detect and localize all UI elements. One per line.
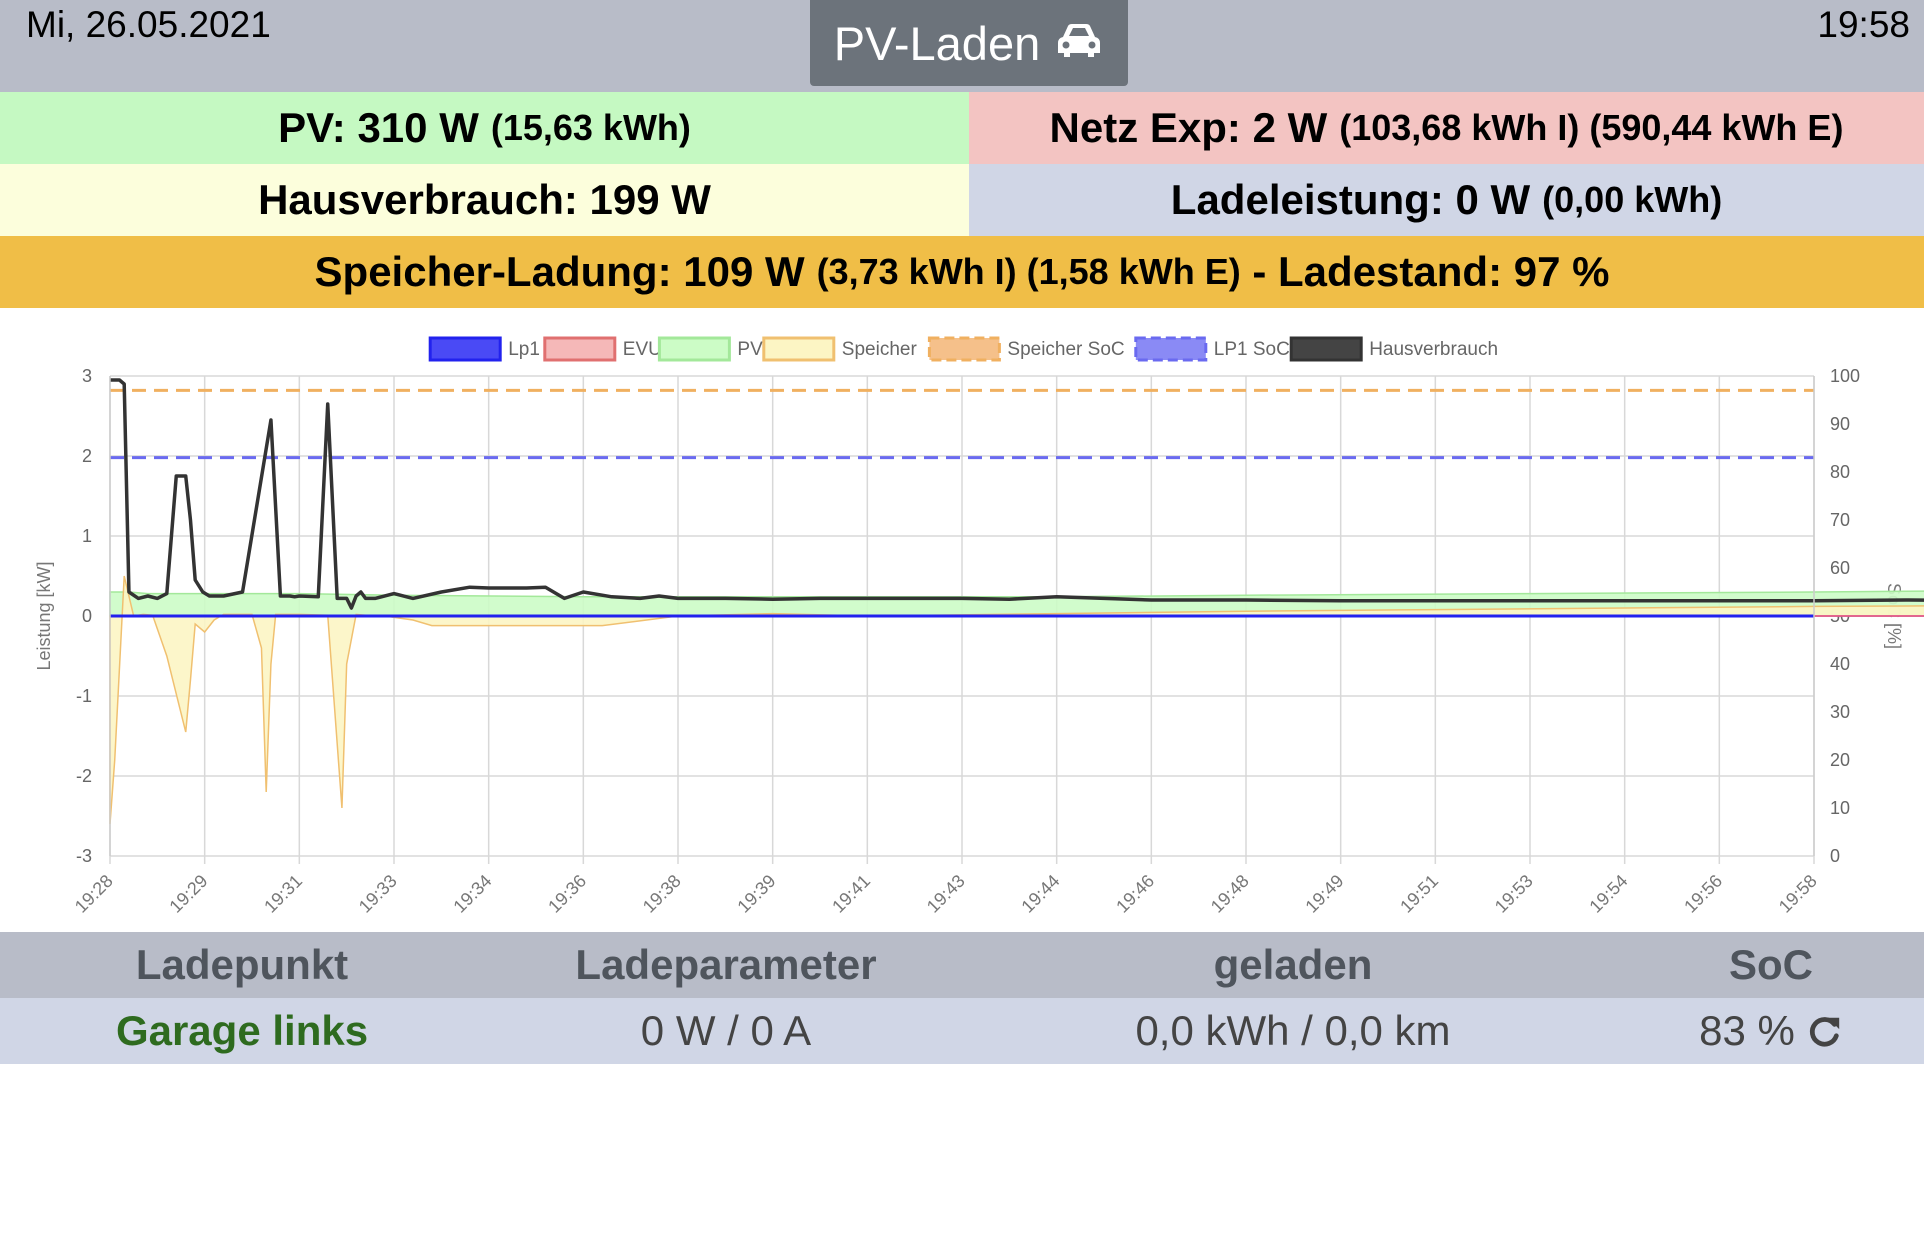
battery-status: Speicher-Ladung: 109 W (3,73 kWh I) (1,5… xyxy=(0,236,1924,308)
charge-point-name[interactable]: Garage links xyxy=(115,1007,369,1054)
x-tick-label: 19:46 xyxy=(1112,871,1158,917)
y-tick-right: 90 xyxy=(1830,414,1850,434)
pv-value: PV: 310 W xyxy=(278,104,479,151)
battery-power-value: Speicher-Ladung: 109 W xyxy=(314,248,805,295)
x-tick-label: 19:56 xyxy=(1680,871,1726,917)
charging-power-value: Ladeleistung: 0 W xyxy=(1170,176,1531,223)
x-tick-label: 19:39 xyxy=(734,871,780,917)
battery-soc-value: - Ladestand: 97 % xyxy=(1240,248,1610,295)
header-geladen: geladen xyxy=(1213,941,1373,988)
x-tick-label: 19:41 xyxy=(828,871,874,917)
legend-label: PV xyxy=(737,339,763,360)
y-tick-right: 80 xyxy=(1830,462,1850,482)
x-tick-label: 19:31 xyxy=(260,871,306,917)
legend-label: Lp1 xyxy=(508,339,540,360)
y-tick-right: 10 xyxy=(1830,798,1850,818)
x-tick-label: 19:29 xyxy=(166,871,212,917)
y-tick-right: 40 xyxy=(1830,654,1850,674)
legend-label: LP1 SoC xyxy=(1214,339,1290,360)
charge-mode-button[interactable]: PV-Laden xyxy=(810,0,1128,86)
charging-energy: (0,00 kWh) xyxy=(1542,179,1723,220)
grid-status: Netz Exp: 2 W (103,68 kWh I) (590,44 kWh… xyxy=(969,92,1924,164)
legend-swatch xyxy=(543,336,617,362)
y-tick-right: 30 xyxy=(1830,702,1850,722)
power-chart: 3210-1-2-3100908070605040302010019:2819:… xyxy=(0,326,1924,930)
x-tick-label: 19:58 xyxy=(1775,871,1821,917)
y-tick-left: 0 xyxy=(82,606,92,626)
x-tick-label: 19:54 xyxy=(1586,871,1632,917)
x-tick-label: 19:33 xyxy=(355,871,401,917)
x-tick-label: 19:51 xyxy=(1396,871,1442,917)
pv-energy: (15,63 kWh) xyxy=(490,107,691,148)
y-tick-right: 0 xyxy=(1830,846,1840,866)
x-tick-label: 19:49 xyxy=(1302,871,1348,917)
charge-point-name-cell: Garage links xyxy=(0,998,484,1064)
header-soc: SoC xyxy=(1729,941,1813,988)
car-icon xyxy=(1054,16,1104,71)
legend-swatch xyxy=(657,336,731,362)
series-hausverbrauch xyxy=(110,378,1924,610)
y-tick-right: 20 xyxy=(1830,750,1850,770)
legend-swatch xyxy=(1289,336,1363,362)
soc-value: 83 % xyxy=(1699,1007,1795,1054)
legend-label: Hausverbrauch xyxy=(1369,339,1498,360)
y-tick-left: -1 xyxy=(76,686,92,706)
legend-label: EVU xyxy=(623,339,662,360)
y-tick-left: 3 xyxy=(82,366,92,386)
top-bar: Mi, 26.05.2021 PV-Laden 19:58 xyxy=(0,0,1924,92)
header-ladepunkt: Ladepunkt xyxy=(135,941,349,988)
charging-power-status: Ladeleistung: 0 W (0,00 kWh) xyxy=(969,164,1924,236)
header-ladeparameter: Ladeparameter xyxy=(575,941,877,988)
charge-point-row: Garage links 0 W / 0 A 0,0 kWh / 0,0 km … xyxy=(0,998,1924,1064)
refresh-icon[interactable] xyxy=(1805,1012,1843,1050)
y-tick-left: 2 xyxy=(82,446,92,466)
legend-label: Speicher SoC xyxy=(1007,339,1124,360)
y-tick-left: -2 xyxy=(76,766,92,786)
legend-swatch xyxy=(428,336,502,362)
soc-cell: 83 % xyxy=(1618,998,1924,1064)
y-tick-right: 70 xyxy=(1830,510,1850,530)
charged-cell: 0,0 kWh / 0,0 km xyxy=(1135,1007,1451,1054)
y-axis-label-left: Leistung [kW] xyxy=(34,561,54,670)
legend-swatch xyxy=(762,336,836,362)
x-tick-label: 19:38 xyxy=(639,871,685,917)
pv-status: PV: 310 W (15,63 kWh) xyxy=(0,92,969,164)
x-tick-label: 19:48 xyxy=(1207,871,1253,917)
charge-point-table-header: Ladepunkt Ladeparameter geladen SoC xyxy=(0,932,1924,998)
house-consumption-value: Hausverbrauch: 199 W xyxy=(258,176,711,223)
y-tick-right: 60 xyxy=(1830,558,1850,578)
charge-mode-label: PV-Laden xyxy=(833,16,1041,70)
legend-label: Speicher xyxy=(842,339,918,360)
clock-display: 19:58 xyxy=(1817,4,1910,45)
date-display: Mi, 26.05.2021 xyxy=(26,4,271,45)
y-tick-right: 100 xyxy=(1830,366,1860,386)
legend-swatch xyxy=(1134,336,1208,362)
y-tick-left: 1 xyxy=(82,526,92,546)
grid-energy: (103,68 kWh I) (590,44 kWh E) xyxy=(1339,107,1844,148)
x-tick-label: 19:28 xyxy=(71,871,117,917)
power-chart-svg: 3210-1-2-3100908070605040302010019:2819:… xyxy=(34,336,1924,917)
battery-energy: (3,73 kWh I) (1,58 kWh E) xyxy=(816,251,1241,292)
legend-swatch xyxy=(927,336,1001,362)
grid-value: Netz Exp: 2 W xyxy=(1049,104,1328,151)
x-tick-label: 19:43 xyxy=(923,871,969,917)
x-tick-label: 19:53 xyxy=(1491,871,1537,917)
charge-parameter-cell: 0 W / 0 A xyxy=(640,1007,812,1054)
house-consumption-status: Hausverbrauch: 199 W xyxy=(0,164,969,236)
x-tick-label: 19:44 xyxy=(1017,871,1063,917)
y-tick-left: -3 xyxy=(76,846,92,866)
x-tick-label: 19:36 xyxy=(544,871,590,917)
x-tick-label: 19:34 xyxy=(450,871,496,917)
